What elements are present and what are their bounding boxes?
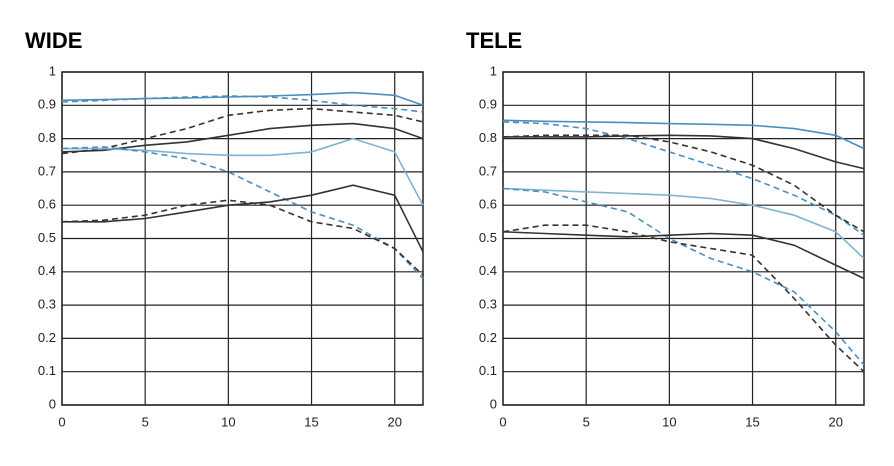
- mtf-line: [502, 119, 865, 150]
- mtf-line: [61, 122, 424, 153]
- x-tick-label: 10: [662, 414, 676, 429]
- mtf-line: [502, 224, 865, 373]
- y-tick-label: 0.1: [38, 363, 56, 378]
- x-tick-label: 20: [387, 414, 401, 429]
- y-tick-label: 0: [49, 396, 56, 411]
- y-tick-label: 0.1: [479, 363, 497, 378]
- x-tick-label: 15: [304, 414, 318, 429]
- x-tick-label: 15: [745, 414, 759, 429]
- y-tick-label: 0.6: [479, 197, 497, 212]
- x-tick-label: 0: [499, 414, 506, 429]
- y-tick-label: 1: [49, 63, 56, 78]
- y-tick-label: 1: [490, 63, 497, 78]
- y-tick-label: 0.8: [479, 130, 497, 145]
- y-tick-label: 0.2: [479, 330, 497, 345]
- y-tick-label: 0.2: [38, 330, 56, 345]
- x-tick-label: 0: [58, 414, 65, 429]
- mtf-line: [502, 187, 865, 366]
- y-tick-label: 0.5: [479, 230, 497, 245]
- mtf-line: [503, 134, 865, 170]
- mtf-line: [61, 146, 424, 280]
- y-tick-label: 0.5: [38, 230, 56, 245]
- y-tick-label: 0.7: [38, 163, 56, 178]
- mtf-line: [502, 187, 865, 260]
- mtf-line: [61, 107, 424, 155]
- chart-title: TELE: [466, 28, 522, 53]
- y-tick-label: 0.8: [38, 130, 56, 145]
- y-tick-label: 0.4: [479, 263, 497, 278]
- y-tick-label: 0.3: [479, 297, 497, 312]
- y-tick-label: 0.3: [38, 297, 56, 312]
- mtf-line: [61, 199, 424, 276]
- x-tick-label: 20: [828, 414, 842, 429]
- mtf-line: [502, 121, 865, 236]
- mtf-line: [62, 184, 424, 253]
- x-tick-label: 5: [583, 414, 590, 429]
- y-tick-label: 0.6: [38, 197, 56, 212]
- x-tick-label: 10: [221, 414, 235, 429]
- y-tick-label: 0.9: [479, 97, 497, 112]
- x-tick-label: 5: [142, 414, 149, 429]
- y-tick-label: 0: [490, 396, 497, 411]
- y-tick-label: 0.9: [38, 97, 56, 112]
- mtf-line: [502, 231, 865, 280]
- y-tick-label: 0.7: [479, 163, 497, 178]
- chart-title: WIDE: [25, 28, 82, 53]
- mtf-line: [502, 134, 865, 233]
- mtf-line: [61, 95, 424, 113]
- y-tick-label: 0.4: [38, 263, 56, 278]
